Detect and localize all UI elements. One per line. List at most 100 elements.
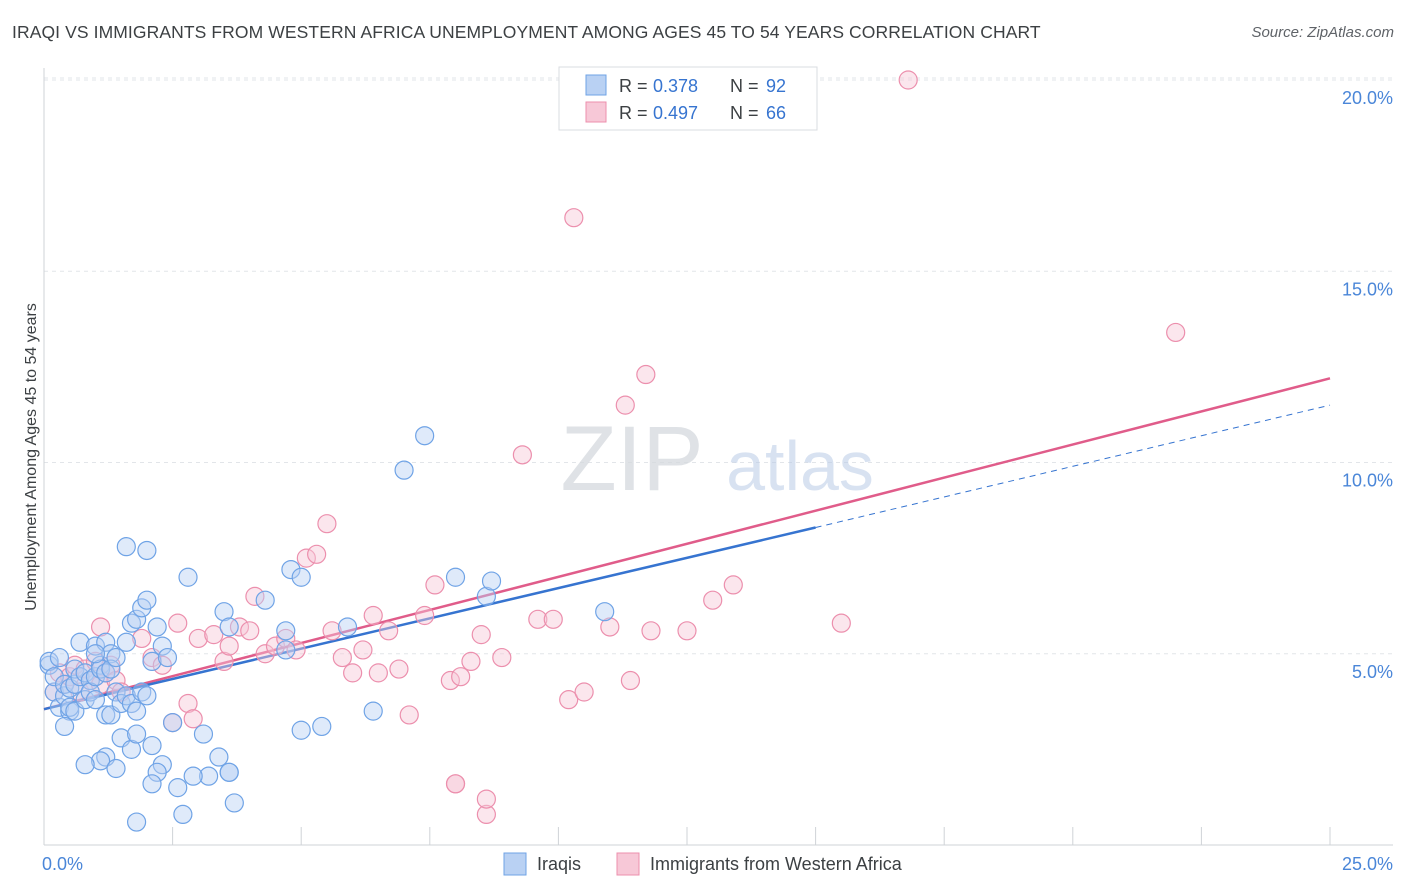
point-west-africa (564, 208, 584, 228)
trendline-iraqis-projection (815, 404, 1331, 529)
stats-legend-n-label-2: N = (730, 103, 764, 123)
point-west-africa (1166, 322, 1186, 343)
point-iraqis (70, 632, 90, 652)
stats-legend-n-value-2: 66 (766, 103, 786, 123)
point-iraqis (147, 617, 167, 637)
point-west-africa (343, 663, 363, 683)
data-points (39, 70, 1186, 832)
trendline-iraqis (43, 526, 816, 711)
point-west-africa (620, 670, 641, 691)
point-iraqis (255, 590, 275, 610)
point-iraqis (85, 636, 106, 656)
point-iraqis (96, 705, 116, 725)
point-west-africa (476, 789, 496, 809)
legend-label-west-africa[interactable]: Immigrants from Western Africa (650, 854, 903, 874)
point-west-africa (245, 586, 265, 606)
stats-legend-n-value-1: 92 (766, 76, 786, 96)
point-iraqis (481, 571, 502, 591)
point-iraqis (281, 559, 301, 580)
point-iraqis (60, 697, 80, 717)
point-iraqis (163, 712, 183, 733)
point-iraqis (219, 617, 239, 637)
point-iraqis (70, 667, 90, 687)
point-west-africa (178, 693, 198, 714)
point-west-africa (445, 774, 466, 794)
legend-swatch-iraqis[interactable] (503, 852, 527, 876)
point-iraqis (291, 720, 311, 740)
legend-label-iraqis[interactable]: Iraqis (537, 854, 581, 874)
point-west-africa (265, 636, 286, 656)
point-iraqis (126, 724, 147, 744)
point-west-africa (399, 705, 419, 725)
point-west-africa (451, 667, 471, 687)
axes (43, 68, 1393, 846)
stats-legend-r-label-2: R = (619, 103, 653, 123)
point-iraqis (101, 644, 121, 664)
stats-legend-swatch-west-africa (585, 101, 607, 123)
point-iraqis (183, 766, 203, 786)
point-west-africa (322, 621, 342, 641)
point-iraqis (178, 567, 198, 587)
point-iraqis (142, 651, 162, 672)
point-west-africa (188, 628, 208, 649)
legend-swatch-west-africa[interactable] (616, 852, 640, 876)
x-tick-label-max: 25.0% (1342, 854, 1393, 874)
point-iraqis (96, 663, 116, 683)
point-west-africa (471, 625, 491, 645)
point-iraqis (595, 602, 615, 622)
point-west-africa (461, 651, 481, 672)
point-iraqis (54, 674, 75, 694)
point-iraqis (276, 621, 296, 641)
point-iraqis (312, 716, 332, 737)
point-west-africa (723, 575, 743, 595)
point-iraqis (415, 426, 435, 446)
chart-source: Source: ZipAtlas.com (1251, 24, 1394, 41)
point-west-africa (898, 70, 918, 90)
chart-title: IRAQI VS IMMIGRANTS FROM WESTERN AFRICA … (12, 22, 1041, 42)
point-iraqis (116, 632, 136, 652)
point-iraqis (137, 540, 157, 561)
point-iraqis (209, 747, 229, 767)
point-iraqis (193, 724, 214, 744)
y-tick-label: 20.0% (1342, 88, 1393, 108)
point-iraqis (476, 586, 496, 606)
point-iraqis (49, 647, 70, 668)
point-iraqis (137, 590, 157, 610)
point-iraqis (116, 537, 136, 557)
point-iraqis (291, 567, 311, 587)
point-west-africa (703, 590, 723, 610)
point-iraqis (85, 690, 106, 710)
series-legend: Iraqis Immigrants from Western Africa (503, 852, 903, 876)
point-west-africa (600, 617, 620, 637)
point-west-africa (389, 659, 409, 679)
watermark: ZIP atlas (560, 408, 874, 510)
stats-legend-r-label-1: R = (619, 76, 653, 96)
point-iraqis (126, 609, 147, 629)
point-iraqis (219, 762, 239, 782)
point-west-africa (415, 605, 435, 626)
point-iraqis (106, 647, 126, 668)
point-iraqis (121, 613, 142, 633)
point-iraqis (54, 716, 75, 737)
watermark-zip: ZIP (560, 408, 703, 510)
point-iraqis (394, 460, 414, 480)
point-iraqis (106, 758, 126, 779)
point-west-africa (379, 621, 399, 641)
point-iraqis (363, 701, 383, 721)
point-iraqis (126, 701, 147, 721)
point-west-africa (543, 609, 563, 629)
x-tick-label-min: 0.0% (42, 854, 83, 874)
point-iraqis (132, 682, 152, 702)
point-iraqis (173, 804, 193, 825)
point-iraqis (137, 686, 157, 706)
stats-legend: R = 0.378 N = 92 R = 0.497 N = 66 (558, 66, 818, 131)
point-west-africa (512, 445, 532, 465)
point-west-africa (559, 690, 579, 710)
point-iraqis (337, 617, 358, 637)
point-iraqis (224, 793, 244, 813)
point-west-africa (214, 651, 234, 672)
point-iraqis (101, 659, 121, 679)
point-west-africa (317, 514, 337, 534)
